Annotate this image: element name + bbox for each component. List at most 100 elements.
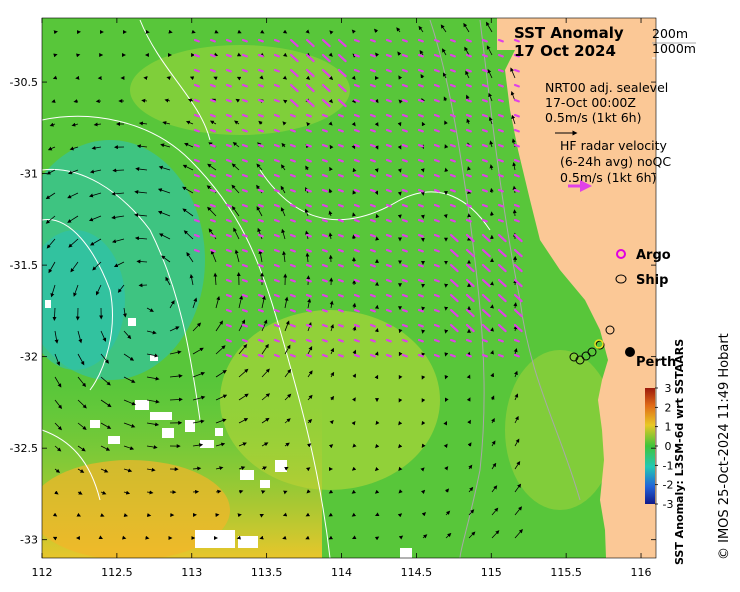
hf-arrow (385, 203, 392, 208)
hf-arrow (401, 128, 408, 133)
hf-arrow (305, 188, 312, 193)
altimetry-arrow (100, 513, 105, 517)
hf-arrow (513, 338, 520, 343)
altimetry-arrow (49, 122, 56, 127)
hf-arrow (273, 143, 280, 148)
hf-arrow (497, 308, 507, 318)
altimetry-arrow (68, 238, 79, 248)
hf-arrow (481, 278, 491, 288)
hf-arrow (337, 83, 347, 93)
altimetry-arrow (375, 443, 380, 449)
hf-arrow (497, 203, 504, 208)
hf-arrow (513, 53, 520, 58)
hf-arrow (433, 233, 440, 238)
hf-arrow (193, 83, 200, 88)
altimetry-arrow (92, 261, 102, 271)
altimetry-arrow (134, 190, 148, 195)
ship-marker (575, 355, 585, 365)
hf-arrow (433, 188, 440, 193)
hf-arrow (273, 113, 280, 118)
hf-arrow (433, 113, 440, 118)
altimetry-arrow (100, 376, 111, 386)
altimetry-arrow (488, 92, 493, 102)
hf-arrow (465, 338, 472, 343)
altimetry-arrow (398, 75, 403, 80)
hf-arrow (225, 353, 232, 358)
hf-arrow (209, 173, 216, 178)
hf-arrow (225, 338, 232, 343)
hf-arrow (241, 218, 248, 223)
altimetry-arrow (306, 443, 312, 448)
hf-arrow (369, 143, 376, 148)
altimetry-arrow (51, 99, 56, 103)
hf-arrow (465, 83, 472, 88)
hf-arrow (513, 308, 523, 318)
hf-arrow (193, 113, 200, 118)
hf-arrow (209, 83, 216, 88)
altimetry-arrow (284, 296, 289, 309)
hf-arrow (321, 338, 328, 343)
y-tick-label: -32.5 (10, 442, 38, 455)
altimetry-arrow (422, 534, 428, 539)
altimetry-arrow (444, 488, 450, 493)
altimetry-arrow (77, 353, 85, 366)
colorbar-tick-label: 2 (665, 401, 672, 414)
altimetry-arrow (213, 272, 218, 286)
hf-arrow (321, 323, 328, 328)
altimetry-arrow (261, 319, 268, 332)
altimetry-arrow (284, 320, 290, 332)
altimetry-arrow (238, 442, 247, 447)
hf-arrow (225, 38, 232, 43)
hf-arrow (305, 53, 315, 63)
hf-arrow (417, 98, 424, 103)
altimetry-arrow (491, 530, 500, 539)
hf-arrow (257, 323, 264, 328)
hf-arrow (513, 38, 520, 43)
altimetry-arrow (418, 25, 424, 33)
hf-arrow (241, 143, 248, 148)
hf-arrow (225, 248, 232, 253)
altimetry-arrow (261, 466, 268, 471)
altimetry-arrow (238, 295, 243, 309)
altimetry-arrow (351, 466, 357, 471)
hf-arrow (481, 83, 488, 88)
hf-arrow (401, 143, 408, 148)
hf-arrow (465, 203, 472, 208)
altimetry-arrow (329, 300, 334, 309)
hf-arrow (417, 218, 424, 223)
hf-arrow (401, 218, 408, 223)
altimetry-arrow (261, 295, 266, 309)
hf-arrow (209, 143, 216, 148)
altimetry-arrow (238, 319, 246, 332)
hf-arrow (401, 203, 408, 208)
hf-arrow (337, 143, 344, 148)
hf-arrow (417, 233, 424, 238)
altimetry-arrow (420, 489, 426, 495)
altimetry-arrow (123, 468, 133, 473)
hf-arrow (449, 173, 456, 178)
hf-arrow (513, 68, 520, 73)
hf-arrow (401, 83, 408, 88)
altimetry-arrow (328, 98, 333, 104)
altimetry-arrow (215, 320, 224, 332)
altimetry-arrow (351, 397, 356, 402)
hf-arrow (465, 38, 472, 43)
altimetry-arrow (46, 169, 56, 175)
altimetry-arrow (71, 122, 79, 127)
hf-arrow (465, 53, 472, 58)
altimetry-arrow (45, 215, 56, 224)
altimetry-arrow (490, 350, 494, 355)
hf-arrow (369, 53, 376, 58)
hf-arrow (337, 188, 344, 193)
altimetry-arrow (374, 489, 380, 494)
altimetry-arrow (441, 48, 447, 56)
hf-arrow (497, 83, 504, 88)
hf-arrow (289, 308, 296, 313)
hf-arrow (337, 338, 344, 343)
hf-arrow (273, 338, 280, 343)
altimetry-arrow (307, 370, 313, 378)
hf-arrow (321, 68, 331, 78)
altimetry-arrow (374, 466, 380, 472)
hf-arrow (257, 248, 264, 253)
hf-arrow (305, 173, 312, 178)
